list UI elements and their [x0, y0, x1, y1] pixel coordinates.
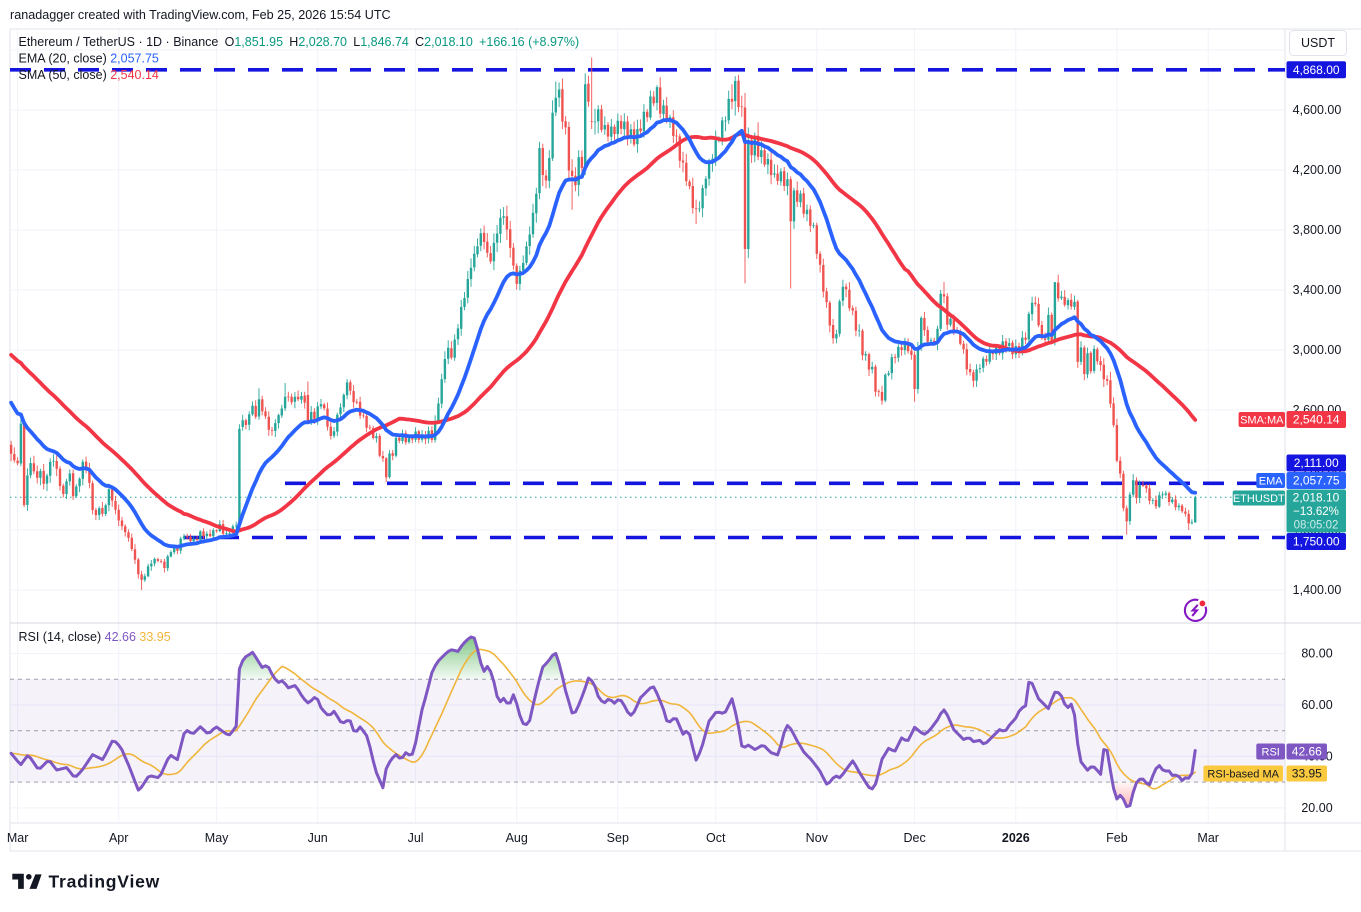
svg-text:33.95: 33.95: [1292, 767, 1322, 781]
svg-text:2,111.00: 2,111.00: [1294, 456, 1339, 470]
svg-text:Jun: Jun: [308, 831, 328, 845]
svg-text:2,018.10: 2,018.10: [1293, 491, 1340, 505]
svg-text:Oct: Oct: [706, 831, 726, 845]
svg-text:RSI (14, close) 42.66 33.95: RSI (14, close) 42.66 33.95: [19, 630, 171, 644]
svg-text:EMA (20, close) 2,057.75: EMA (20, close) 2,057.75: [19, 52, 159, 66]
svg-text:42.66: 42.66: [1292, 745, 1322, 759]
svg-text:1,750.00: 1,750.00: [1293, 535, 1340, 549]
svg-text:2026: 2026: [1002, 831, 1030, 845]
svg-text:ranadagger created with Tradin: ranadagger created with TradingView.com,…: [10, 8, 391, 22]
svg-text:60.00: 60.00: [1301, 698, 1332, 712]
svg-text:4,868.00: 4,868.00: [1293, 63, 1340, 77]
svg-text:Mar: Mar: [1197, 831, 1219, 845]
svg-text:Apr: Apr: [109, 831, 128, 845]
svg-text:SMA:MA: SMA:MA: [1240, 414, 1284, 426]
svg-text:Jul: Jul: [408, 831, 424, 845]
svg-text:TradingView: TradingView: [49, 872, 161, 892]
svg-text:Feb: Feb: [1106, 831, 1128, 845]
svg-text:08:05:02: 08:05:02: [1294, 520, 1339, 532]
svg-text:Dec: Dec: [903, 831, 925, 845]
svg-text:RSI-based MA: RSI-based MA: [1207, 769, 1279, 781]
svg-text:Sep: Sep: [607, 831, 629, 845]
svg-text:−13.62%: −13.62%: [1293, 506, 1339, 518]
svg-text:80.00: 80.00: [1301, 647, 1332, 661]
svg-text:ETHUSDT: ETHUSDT: [1233, 493, 1285, 505]
svg-text:May: May: [205, 831, 229, 845]
svg-text:Mar: Mar: [7, 831, 29, 845]
svg-text:Ethereum / TetherUS · 1D · Bin: Ethereum / TetherUS · 1D · Binance O1,85…: [19, 35, 580, 49]
svg-text:Aug: Aug: [506, 831, 528, 845]
svg-text:2,057.75: 2,057.75: [1293, 474, 1340, 488]
svg-text:2,540.14: 2,540.14: [1293, 413, 1340, 427]
svg-text:USDT: USDT: [1301, 36, 1335, 50]
svg-text:SMA (50, close) 2,540.14: SMA (50, close) 2,540.14: [19, 68, 159, 82]
svg-text:RSI: RSI: [1262, 746, 1280, 758]
svg-text:Nov: Nov: [806, 831, 829, 845]
svg-text:20.00: 20.00: [1301, 801, 1332, 815]
svg-text:EMA: EMA: [1259, 475, 1284, 487]
